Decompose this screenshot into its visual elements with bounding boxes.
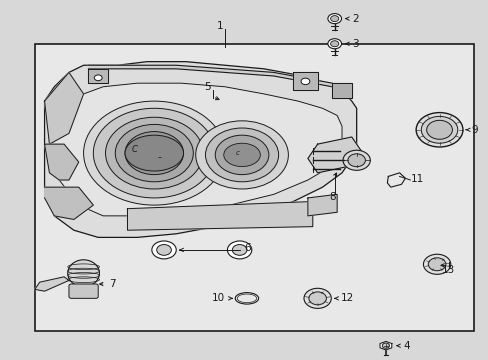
Circle shape xyxy=(421,116,457,143)
Polygon shape xyxy=(127,202,312,230)
Circle shape xyxy=(93,108,215,198)
Text: 6: 6 xyxy=(244,243,251,253)
Circle shape xyxy=(83,101,224,205)
Circle shape xyxy=(105,117,203,189)
Text: 5: 5 xyxy=(204,82,211,93)
Text: 9: 9 xyxy=(470,125,477,135)
Text: -: - xyxy=(157,152,161,162)
Ellipse shape xyxy=(125,135,183,171)
Circle shape xyxy=(232,244,246,255)
Circle shape xyxy=(157,244,171,255)
Polygon shape xyxy=(44,62,356,237)
Circle shape xyxy=(327,39,341,49)
Circle shape xyxy=(427,258,445,271)
Circle shape xyxy=(330,41,338,47)
Text: 11: 11 xyxy=(410,174,424,184)
Circle shape xyxy=(347,154,365,167)
Polygon shape xyxy=(293,72,317,90)
Polygon shape xyxy=(379,341,391,350)
Circle shape xyxy=(382,343,388,348)
Text: 2: 2 xyxy=(351,14,358,24)
Circle shape xyxy=(426,120,451,139)
Circle shape xyxy=(327,14,341,24)
Circle shape xyxy=(205,128,278,182)
Polygon shape xyxy=(35,277,69,291)
Circle shape xyxy=(125,132,183,175)
Text: 8: 8 xyxy=(328,192,335,202)
Polygon shape xyxy=(331,83,351,98)
Circle shape xyxy=(195,121,288,189)
Ellipse shape xyxy=(224,143,260,167)
Ellipse shape xyxy=(68,260,99,287)
Polygon shape xyxy=(88,69,108,83)
Text: 4: 4 xyxy=(403,341,409,351)
FancyBboxPatch shape xyxy=(69,284,98,298)
Polygon shape xyxy=(49,83,341,216)
Polygon shape xyxy=(44,187,93,220)
Circle shape xyxy=(227,241,251,259)
Polygon shape xyxy=(307,194,336,216)
Polygon shape xyxy=(44,144,79,180)
Circle shape xyxy=(115,125,193,182)
Polygon shape xyxy=(88,65,341,94)
Circle shape xyxy=(215,135,268,175)
Text: 13: 13 xyxy=(441,265,454,275)
Circle shape xyxy=(152,241,176,259)
Text: c: c xyxy=(235,150,239,156)
Text: C: C xyxy=(132,145,138,154)
Text: 7: 7 xyxy=(109,279,115,289)
Circle shape xyxy=(342,150,369,170)
Bar xyxy=(35,44,473,330)
Text: 1: 1 xyxy=(216,21,223,31)
Text: 3: 3 xyxy=(351,39,358,49)
Text: 10: 10 xyxy=(211,293,224,303)
Ellipse shape xyxy=(235,293,258,304)
Text: 12: 12 xyxy=(340,293,354,303)
Circle shape xyxy=(330,15,338,22)
Circle shape xyxy=(415,113,462,147)
Circle shape xyxy=(423,254,450,274)
Circle shape xyxy=(304,288,330,309)
Circle shape xyxy=(308,292,326,305)
Polygon shape xyxy=(44,72,83,144)
Circle shape xyxy=(94,75,102,81)
Polygon shape xyxy=(307,137,361,173)
Circle shape xyxy=(301,78,309,85)
Polygon shape xyxy=(386,173,405,187)
